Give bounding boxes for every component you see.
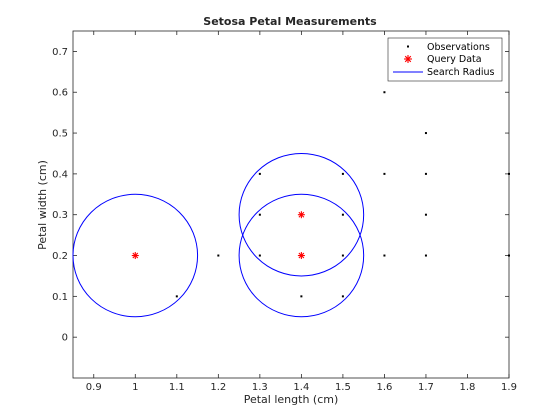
observation-point xyxy=(341,254,344,257)
observation-point xyxy=(383,254,386,257)
search-radius-circles xyxy=(72,152,365,318)
observation-point xyxy=(424,132,427,135)
x-axis-label: Petal length (cm) xyxy=(244,393,339,406)
observation-point xyxy=(341,172,344,175)
observation-point xyxy=(508,254,510,257)
observation-point xyxy=(300,295,303,298)
x-tick-label: 1.2 xyxy=(210,382,226,393)
axis-ticks: 0.9 1 1.1 1.2 1.3 1.4 1.5 1.6 1.7 1.8 1.9 0 0.1 0.2 0.… xyxy=(52,31,517,393)
query-points xyxy=(131,211,305,260)
legend-label-observations: Observations xyxy=(427,42,490,53)
plot-area xyxy=(72,30,510,379)
x-tick-label: 1.6 xyxy=(376,382,392,393)
y-tick-label: 0 xyxy=(62,333,68,344)
search-radius-circle xyxy=(238,152,365,277)
x-tick-label: 1 xyxy=(132,382,138,393)
observation-point xyxy=(424,254,427,257)
y-tick-label: 0.1 xyxy=(52,292,68,303)
query-point xyxy=(297,211,305,219)
x-tick-label: 1.8 xyxy=(460,382,476,393)
y-tick-label: 0.6 xyxy=(52,88,68,99)
observation-point xyxy=(383,91,386,94)
observation-point xyxy=(424,213,427,216)
x-tick-label: 1.9 xyxy=(501,382,517,393)
x-tick-label: 1.4 xyxy=(293,382,309,393)
y-tick-label: 0.4 xyxy=(52,169,68,180)
observation-point xyxy=(258,172,261,175)
legend-label-search-radius: Search Radius xyxy=(427,67,495,78)
y-tick-label: 0.7 xyxy=(52,47,68,58)
legend: Observations Query Data Search Radius xyxy=(387,37,503,82)
search-radius-circle xyxy=(238,193,365,318)
y-tick-label: 0.3 xyxy=(52,210,68,221)
query-point xyxy=(131,252,139,260)
search-radius-circle xyxy=(72,193,199,318)
x-tick-label: 1.5 xyxy=(335,382,351,393)
legend-marker-observations xyxy=(407,45,409,48)
observation-point xyxy=(383,172,386,175)
y-tick-label: 0.2 xyxy=(52,251,68,262)
y-tick-label: 0.5 xyxy=(52,129,68,140)
x-tick-label: 1.1 xyxy=(169,382,185,393)
y-axis-label: Petal width (cm) xyxy=(36,160,49,250)
x-tick-label: 1.7 xyxy=(418,382,434,393)
legend-marker-query xyxy=(404,55,412,63)
chart-title: Setosa Petal Measurements xyxy=(203,15,377,28)
observation-point xyxy=(258,254,261,257)
observation-point xyxy=(508,172,510,175)
observation-point xyxy=(341,213,344,216)
query-point xyxy=(297,252,305,260)
observation-point xyxy=(175,295,178,298)
observation-point xyxy=(258,213,261,216)
legend-label-query: Query Data xyxy=(427,54,482,65)
observation-point xyxy=(424,172,427,175)
observation-point xyxy=(217,254,220,257)
x-tick-label: 1.3 xyxy=(252,382,268,393)
observation-point xyxy=(341,295,344,298)
x-tick-label: 0.9 xyxy=(86,382,102,393)
